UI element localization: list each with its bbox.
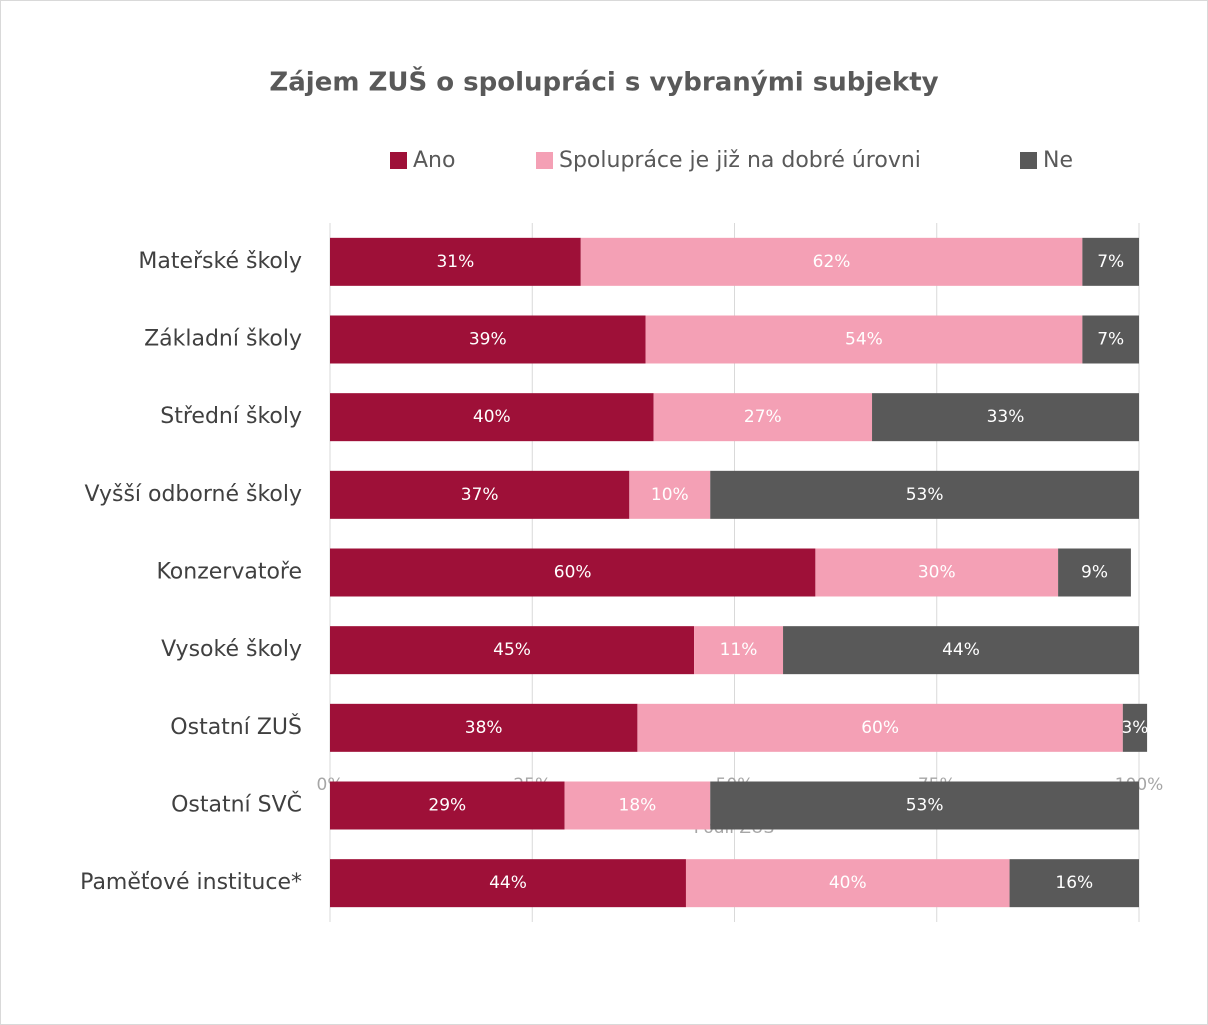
legend-swatch xyxy=(1020,152,1037,169)
bar-segment xyxy=(1009,859,1139,908)
data-label: 11% xyxy=(720,640,758,660)
data-label: 60% xyxy=(861,718,899,738)
y-tick-label: Vyšší odborné školy xyxy=(85,482,303,507)
bar-segment xyxy=(815,548,1059,597)
bar-segment xyxy=(580,237,1083,286)
bar-segment xyxy=(1082,315,1139,364)
bar-segment xyxy=(1122,703,1148,752)
data-label: 53% xyxy=(906,796,944,816)
bar-segment xyxy=(653,393,873,442)
bar-segment xyxy=(710,781,1139,830)
data-label: 39% xyxy=(469,330,507,350)
bar-segment xyxy=(1058,548,1131,597)
data-label: 62% xyxy=(813,252,851,272)
bar-segment xyxy=(872,393,1139,442)
data-label: 29% xyxy=(428,796,466,816)
data-label: 27% xyxy=(744,407,782,427)
y-tick-label: Základní školy xyxy=(144,327,302,352)
bar-segment xyxy=(783,626,1139,675)
bar-segment xyxy=(330,626,695,675)
data-label: 40% xyxy=(473,407,511,427)
bar-segment xyxy=(629,470,711,519)
legend-label: Ano xyxy=(413,148,455,173)
bar-segment xyxy=(330,393,654,442)
data-label: 7% xyxy=(1097,252,1124,272)
data-label: 30% xyxy=(918,563,956,583)
y-tick-label: Ostatní SVČ xyxy=(171,792,302,818)
bar-segment xyxy=(645,315,1083,364)
y-tick-label: Střední školy xyxy=(160,404,302,429)
y-tick-label: Paměťové instituce* xyxy=(80,870,302,895)
legend-label: Spolupráce je již na dobré úrovni xyxy=(559,148,921,173)
y-tick-label: Vysoké školy xyxy=(161,637,302,662)
data-label: 40% xyxy=(829,873,867,893)
data-label: 31% xyxy=(436,252,474,272)
data-label: 54% xyxy=(845,330,883,350)
data-label: 33% xyxy=(987,407,1025,427)
data-label: 3% xyxy=(1121,718,1148,738)
data-label: 38% xyxy=(465,718,503,738)
data-label: 45% xyxy=(493,640,531,660)
bar-segment xyxy=(330,548,816,597)
legend-label: Ne xyxy=(1043,148,1073,173)
y-tick-label: Ostatní ZUŠ xyxy=(170,714,302,740)
bar-segment xyxy=(637,703,1123,752)
bar-segment xyxy=(330,703,638,752)
bar-segment xyxy=(330,237,581,286)
data-label: 60% xyxy=(554,563,592,583)
bar-segment xyxy=(330,470,630,519)
legend-swatch xyxy=(390,152,407,169)
data-label: 44% xyxy=(942,640,980,660)
legend-swatch xyxy=(536,152,553,169)
bar-segment xyxy=(710,470,1139,519)
data-label: 7% xyxy=(1097,330,1124,350)
chart-title: Zájem ZUŠ o spolupráci s vybranými subje… xyxy=(269,66,938,98)
data-label: 9% xyxy=(1081,563,1108,583)
bar-segment xyxy=(1082,237,1139,286)
bar-segment xyxy=(330,315,646,364)
data-label: 44% xyxy=(489,873,527,893)
data-label: 53% xyxy=(906,485,944,505)
y-tick-label: Mateřské školy xyxy=(138,249,302,274)
data-label: 18% xyxy=(619,796,657,816)
data-label: 16% xyxy=(1055,873,1093,893)
bar-segment xyxy=(330,781,565,830)
bar-segment xyxy=(564,781,711,830)
data-label: 10% xyxy=(651,485,689,505)
y-tick-label: Konzervatoře xyxy=(156,560,302,585)
bar-segment xyxy=(685,859,1010,908)
bar-segment xyxy=(694,626,784,675)
bar-segment xyxy=(330,859,686,908)
data-label: 37% xyxy=(461,485,499,505)
